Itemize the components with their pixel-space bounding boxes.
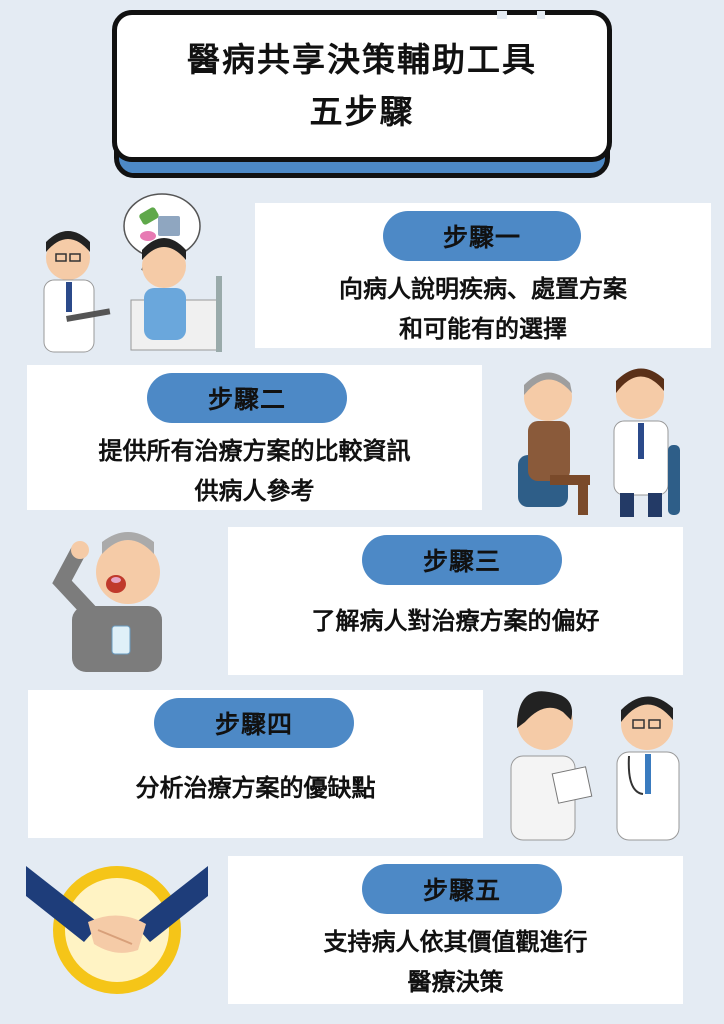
step-description: 了解病人對治療方案的偏好	[228, 601, 683, 641]
doctor-elderly-patient-illustration	[518, 368, 680, 517]
elderly-man-taking-pill-illustration	[52, 532, 162, 672]
handshake-icon	[26, 866, 208, 994]
step-description-line: 支持病人依其價值觀進行	[323, 928, 588, 956]
two-doctors-illustration	[510, 691, 680, 841]
step-description-line: 供病人參考	[194, 477, 315, 505]
step-description: 支持病人依其價值觀進行 醫療決策	[228, 922, 683, 1002]
step-label-badge: 步驟四	[154, 698, 354, 748]
step-description: 分析治療方案的優缺點	[28, 768, 483, 808]
doctor-patient-bed-illustration	[43, 193, 222, 353]
step-card-1: 步驟一 向病人說明疾病、處置方案 和可能有的選擇	[255, 203, 711, 348]
title-border-gap	[537, 11, 545, 19]
step-description: 向病人說明疾病、處置方案 和可能有的選擇	[255, 269, 711, 349]
page-title: 醫病共享決策輔助工具	[187, 40, 537, 79]
step-description-line: 了解病人對治療方案的偏好	[311, 607, 600, 635]
step-card-2: 步驟二 提供所有治療方案的比較資訊 供病人參考	[27, 365, 482, 510]
step-card-3: 步驟三 了解病人對治療方案的偏好	[228, 527, 683, 675]
title-banner: 醫病共享決策輔助工具 五步驟	[110, 8, 614, 183]
page-subtitle: 五步驟	[309, 92, 415, 131]
step-card-5: 步驟五 支持病人依其價值觀進行 醫療決策	[228, 856, 683, 1004]
step-card-4: 步驟四 分析治療方案的優缺點	[28, 690, 483, 838]
step-label-badge: 步驟五	[362, 864, 562, 914]
step-description-line: 和可能有的選擇	[399, 315, 567, 343]
step-description-line: 醫療決策	[407, 968, 504, 996]
step-description-line: 提供所有治療方案的比較資訊	[98, 437, 411, 465]
step-label-badge: 步驟三	[362, 535, 562, 585]
step-description: 提供所有治療方案的比較資訊 供病人參考	[27, 431, 482, 511]
title-box: 醫病共享決策輔助工具 五步驟	[112, 10, 612, 162]
step-description-line: 向病人說明疾病、處置方案	[339, 275, 627, 303]
step-description-line: 分析治療方案的優缺點	[135, 774, 376, 802]
step-label-badge: 步驟一	[383, 211, 581, 261]
title-border-gap	[497, 11, 507, 19]
step-label-badge: 步驟二	[147, 373, 347, 423]
